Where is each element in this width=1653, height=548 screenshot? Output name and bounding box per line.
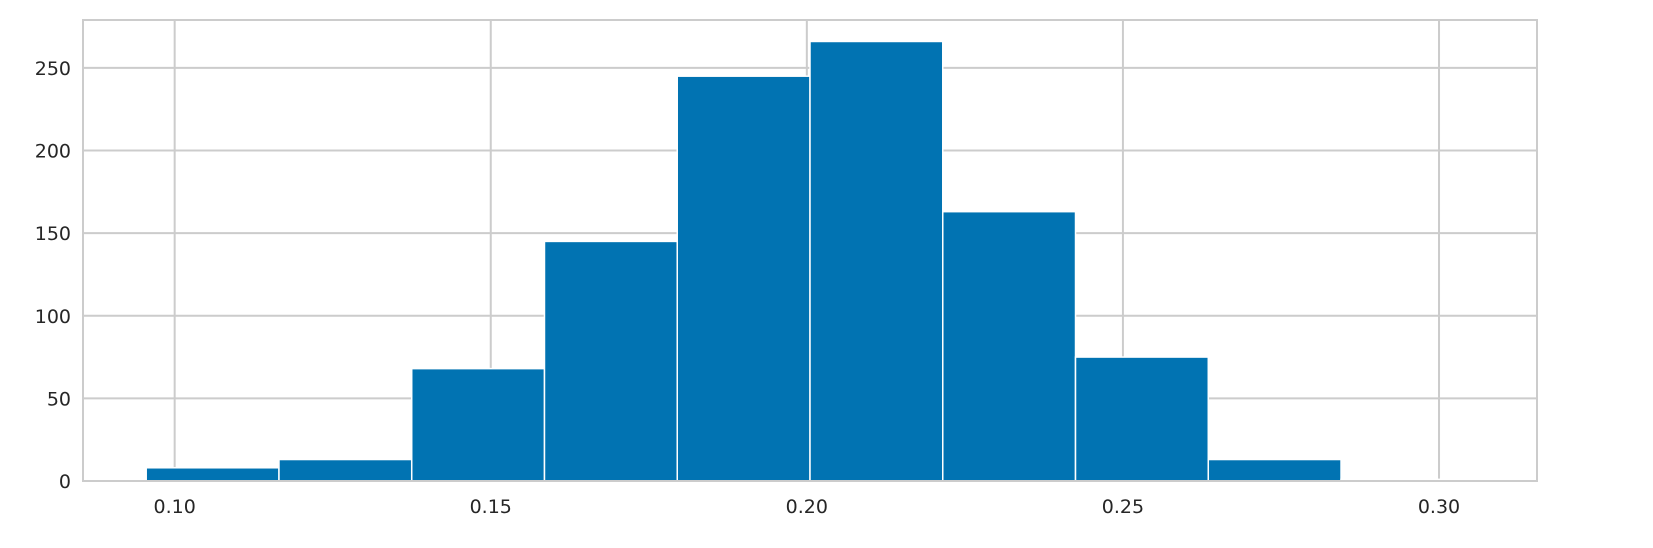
histogram-bar	[410, 367, 546, 482]
y-tick-label: 200	[35, 141, 71, 163]
y-tick-label: 100	[35, 306, 71, 328]
x-tick-label: 0.25	[1102, 496, 1144, 518]
x-tick-label: 0.10	[154, 496, 196, 518]
x-tick-label: 0.30	[1418, 496, 1460, 518]
y-tick-label: 50	[47, 388, 71, 410]
histogram-bar	[145, 467, 280, 482]
y-axis-ticks: 0 50 100 150 200 250	[35, 58, 71, 493]
histogram-bar	[543, 240, 678, 482]
x-tick-label: 0.20	[786, 496, 828, 518]
y-tick-label: 250	[35, 58, 71, 80]
plot-frame	[82, 19, 1538, 482]
x-tick-label: 0.15	[470, 496, 512, 518]
histogram-bar	[278, 458, 413, 482]
histogram-bar	[809, 40, 944, 482]
histogram-bars	[145, 40, 1475, 482]
histogram-bar	[1074, 356, 1210, 482]
y-tick-label: 150	[35, 223, 71, 245]
histogram-bar	[676, 75, 811, 482]
x-axis-ticks: 0.10 0.15 0.20 0.25 0.30	[154, 496, 1461, 518]
y-tick-label: 0	[59, 471, 71, 493]
histogram-bar	[1207, 458, 1342, 482]
histogram-bar	[942, 210, 1077, 482]
